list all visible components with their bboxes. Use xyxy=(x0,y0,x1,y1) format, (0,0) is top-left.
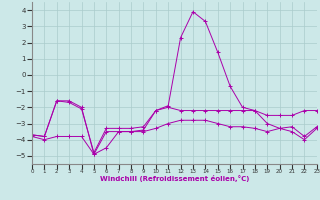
X-axis label: Windchill (Refroidissement éolien,°C): Windchill (Refroidissement éolien,°C) xyxy=(100,175,249,182)
